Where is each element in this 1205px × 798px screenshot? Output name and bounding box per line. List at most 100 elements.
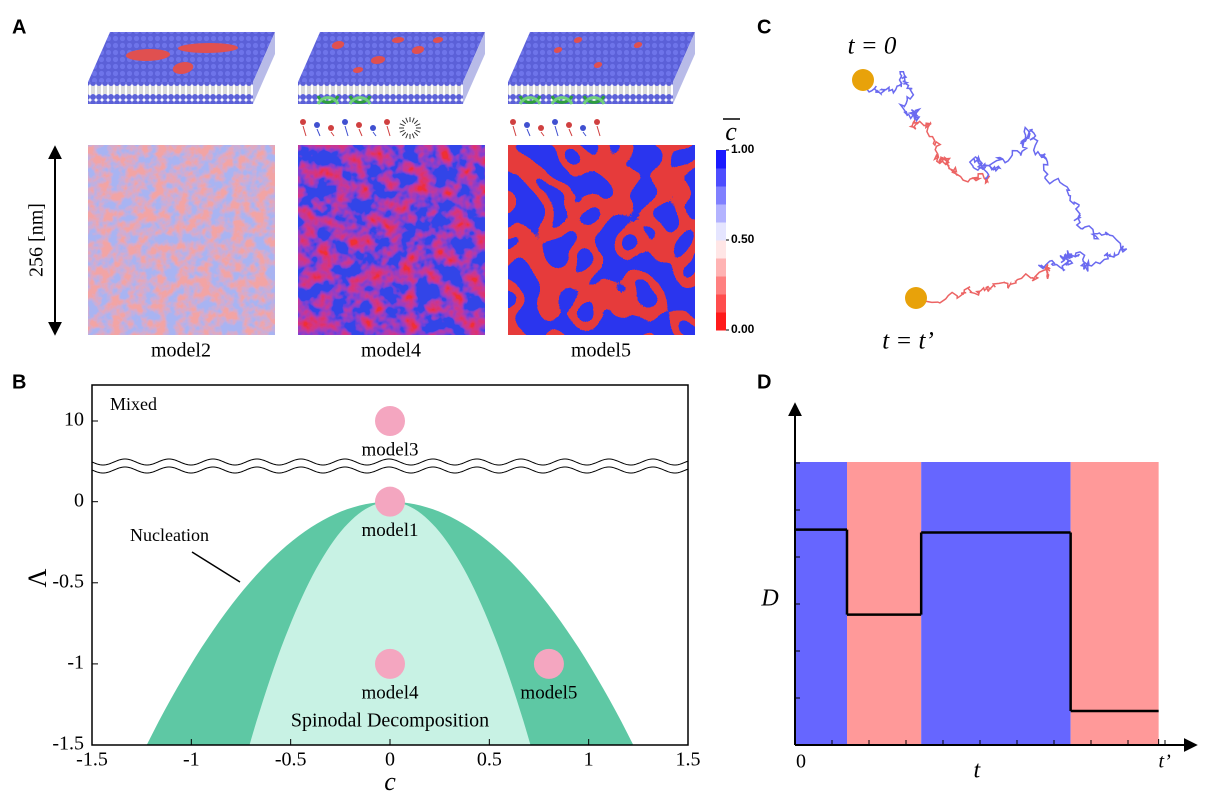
lipid-tail bbox=[541, 132, 544, 136]
micelle bbox=[412, 134, 414, 139]
lipid-tail bbox=[597, 126, 600, 136]
x-axis-label: c bbox=[384, 767, 396, 796]
annotation: Nucleation bbox=[130, 525, 209, 545]
state-band bbox=[921, 462, 1070, 745]
state-band bbox=[1071, 462, 1159, 745]
scale-label: 256 [nm] bbox=[26, 203, 48, 277]
snapshot-label: model2 bbox=[151, 340, 211, 362]
x-tick-label: t’ bbox=[1159, 751, 1172, 773]
model-point bbox=[375, 649, 405, 679]
y-tick-label: 0 bbox=[74, 489, 84, 511]
lipid-tail bbox=[513, 126, 516, 136]
state-band bbox=[795, 462, 847, 745]
colorbar-step bbox=[716, 312, 726, 331]
lipid-tail bbox=[331, 132, 334, 136]
lipid-tail bbox=[317, 129, 320, 136]
lipid bbox=[552, 119, 558, 125]
colorbar-step bbox=[716, 258, 726, 277]
lipid bbox=[566, 122, 572, 128]
membrane-top bbox=[508, 32, 695, 82]
micelle bbox=[406, 118, 408, 123]
start-marker bbox=[852, 69, 874, 91]
y-axis-label: Λ bbox=[23, 568, 52, 587]
panel-label: B bbox=[12, 371, 26, 393]
membrane-top bbox=[298, 32, 485, 82]
micelle bbox=[402, 120, 406, 124]
axis-break bbox=[92, 467, 688, 473]
panel-label: C bbox=[757, 16, 771, 38]
lipid bbox=[580, 125, 586, 131]
state-band bbox=[847, 462, 921, 745]
x-tick-label: -0.5 bbox=[275, 749, 307, 771]
snapshot bbox=[508, 145, 695, 335]
lipid-tail bbox=[583, 132, 586, 136]
micelle bbox=[400, 130, 405, 132]
colorbar-title: c bbox=[725, 117, 737, 146]
point-label: model4 bbox=[362, 682, 419, 703]
x-axis-label: t bbox=[973, 758, 981, 784]
colorbar-step bbox=[716, 240, 726, 259]
trajectory bbox=[970, 128, 1036, 179]
lipid bbox=[524, 122, 530, 128]
point-label: model5 bbox=[520, 682, 577, 703]
x-tick-label: -1 bbox=[183, 749, 200, 771]
colorbar-step bbox=[716, 222, 726, 241]
colorbar-step bbox=[716, 186, 726, 205]
micelle bbox=[414, 120, 418, 124]
membrane-top bbox=[88, 32, 275, 82]
x-tick-label: 1.5 bbox=[676, 749, 701, 771]
panel-label: A bbox=[12, 16, 26, 38]
figure: model2model4model5256 [nm]1.000.500.00c … bbox=[0, 0, 1205, 798]
annotation: Mixed bbox=[110, 394, 157, 414]
colorbar-step bbox=[716, 276, 726, 295]
micelle bbox=[416, 124, 421, 126]
micelle bbox=[400, 124, 405, 126]
model-point bbox=[375, 487, 405, 517]
model-point bbox=[375, 406, 405, 436]
colorbar-tick-label: 0.00 bbox=[731, 322, 755, 336]
point-label: model1 bbox=[362, 520, 419, 541]
annotation-line bbox=[192, 552, 240, 582]
start-label: t = 0 bbox=[848, 33, 897, 60]
y-tick-label: -1.5 bbox=[52, 733, 84, 755]
lipid bbox=[370, 125, 376, 131]
lipid-tail bbox=[527, 129, 530, 136]
lipid bbox=[594, 119, 600, 125]
colorbar-step bbox=[716, 150, 726, 169]
snapshot bbox=[298, 145, 485, 335]
lipid bbox=[342, 119, 348, 125]
lipid bbox=[384, 119, 390, 125]
point-label: model3 bbox=[362, 439, 419, 460]
annotation: Spinodal Decomposition bbox=[291, 710, 489, 732]
model-point bbox=[534, 649, 564, 679]
lipid bbox=[510, 119, 516, 125]
micelle bbox=[416, 130, 421, 132]
panel-label: D bbox=[757, 371, 771, 393]
y-tick-label: -0.5 bbox=[52, 570, 84, 592]
x-tick-label: 0 bbox=[796, 751, 806, 773]
micelle bbox=[406, 134, 408, 139]
lipid-tail bbox=[303, 126, 306, 136]
lipid-tail bbox=[569, 129, 572, 136]
trajectory bbox=[911, 120, 990, 183]
lipid bbox=[538, 125, 544, 131]
lipid-tail bbox=[359, 129, 362, 136]
snapshot-label: model5 bbox=[571, 340, 631, 362]
membrane-side bbox=[88, 82, 253, 104]
snapshot bbox=[88, 145, 275, 335]
colorbar-step bbox=[716, 294, 726, 313]
y-tick-label: -1 bbox=[67, 651, 84, 673]
end-label: t = t’ bbox=[882, 328, 934, 355]
lipid bbox=[314, 122, 320, 128]
colorbar-tick-label: 0.50 bbox=[731, 232, 755, 246]
micelle bbox=[412, 118, 414, 123]
lipid-tail bbox=[387, 126, 390, 136]
lipid bbox=[300, 119, 306, 125]
trajectory bbox=[908, 265, 1050, 304]
y-axis-label: D bbox=[760, 586, 778, 612]
colorbar-step bbox=[716, 204, 726, 223]
micelle bbox=[402, 132, 406, 136]
lipid-tail bbox=[373, 132, 376, 136]
